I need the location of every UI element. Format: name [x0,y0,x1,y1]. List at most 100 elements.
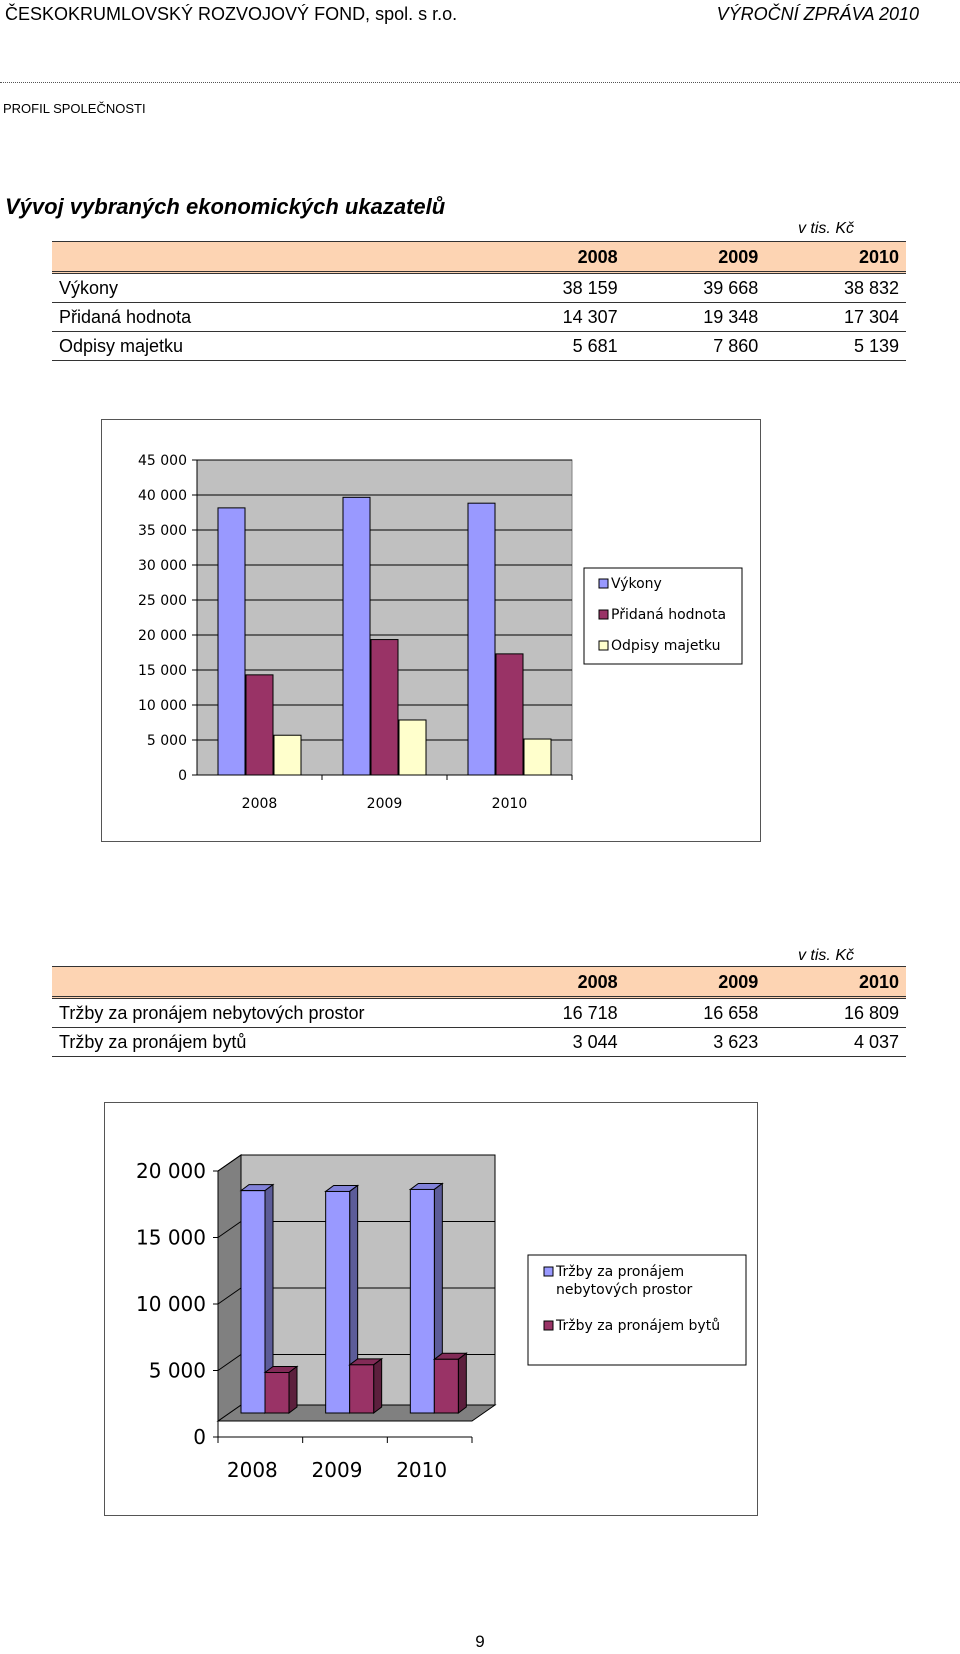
rent-revenue-table: 2008 2009 2010 Tržby za pronájem nebytov… [52,966,906,1057]
cell-value: 19 348 [624,302,766,332]
legend-label: Přidaná hodnota [611,607,726,623]
bar-side [457,1352,467,1414]
table-row: Odpisy majetku 5 681 7 860 5 139 [52,331,906,361]
cell-value: 14 307 [484,302,625,332]
bar-front [349,1364,375,1414]
x-tick-label: 2009 [367,796,403,812]
bar [245,674,274,776]
header-company: ČESKOKRUMLOVSKÝ ROZVOJOVÝ FOND, spol. s … [5,4,458,24]
y-tick-label: 10 000 [136,1292,206,1316]
bar [348,1357,384,1414]
bar [523,738,552,776]
table-header-row: 2008 2009 2010 [52,241,906,274]
page-number: 9 [475,1632,485,1651]
year-header: 2010 [765,966,906,999]
y-tick-label: 25 000 [138,593,187,609]
page-title: Vývoj vybraných ekonomických ukazatelů [5,194,446,219]
header-report-title: VÝROČNÍ ZPRÁVA 2010 [716,4,919,24]
bar-front [433,1358,459,1414]
bar-front [264,1372,290,1414]
bar [398,719,427,776]
legend-swatch [543,1266,554,1277]
bar-side [288,1365,298,1414]
bar [324,1184,360,1414]
bar [408,1182,444,1414]
legend-label: Tržby za pronájem bytů [555,1318,720,1334]
x-tick-label: 2009 [312,1458,363,1482]
bar [467,502,496,776]
plot-side-wall [217,1154,242,1422]
legend-label-line: nebytových prostor [556,1282,693,1298]
bar [370,639,399,776]
table-row: Výkony 38 159 39 668 38 832 [52,272,906,303]
cell-value: 16 718 [484,997,625,1028]
year-header: 2009 [624,966,766,999]
table-row: Přidaná hodnota 14 307 19 348 17 304 [52,302,906,332]
bar [495,653,524,776]
row-label: Tržby za pronájem nebytových prostor [52,997,484,1028]
cell-value: 16 809 [765,997,906,1028]
legend-label: Výkony [611,576,662,592]
y-tick-label: 0 [178,768,187,784]
bar-front [240,1190,266,1414]
bar [263,1365,299,1414]
header-divider [0,82,960,83]
rent-revenue-chart-svg: 0 5 000 10 000 15 000 20 000 2008 2009 2010 Tržb… [136,1154,747,1482]
table-row: Tržby za pronájem nebytových prostor 16 … [52,997,906,1028]
table-header-row: 2008 2009 2010 [52,966,906,999]
legend-swatch [543,1320,554,1331]
y-tick-label: 5 000 [147,733,187,749]
x-tick-label: 2008 [242,796,278,812]
year-header: 2008 [484,966,625,999]
cell-value: 4 037 [765,1027,906,1057]
section-label: PROFIL SPOLEČNOSTI [3,101,146,116]
row-label: Výkony [52,272,484,303]
y-tick-label: 20 000 [138,628,187,644]
row-label: Tržby za pronájem bytů [52,1027,484,1057]
y-tick-label: 30 000 [138,558,187,574]
y-tick-label: 15 000 [138,663,187,679]
cell-value: 5 139 [765,331,906,361]
indicators-table: 2008 2009 2010 Výkony 38 159 39 668 38 8… [52,241,906,361]
cell-value: 3 044 [484,1027,625,1057]
bar [273,734,302,776]
indicators-chart: 0 5 000 10 000 15 000 20 000 25 000 30 000 35 0… [101,419,761,842]
y-tick-label: 20 000 [136,1159,206,1183]
x-tick-label: 2008 [227,1458,278,1482]
x-tick-label: 2010 [492,796,528,812]
legend-box [527,1254,747,1366]
y-tick-label: 40 000 [138,488,187,504]
cell-value: 5 681 [484,331,625,361]
legend-label-line: Tržby za pronájem bytů [555,1318,720,1334]
cell-value: 38 832 [765,272,906,303]
bar-front [409,1188,435,1414]
bar [217,507,246,776]
legend-box [583,567,743,665]
legend-swatch [598,578,609,589]
table2-unit: v tis. Kč [797,947,854,964]
y-tick-label: 0 [193,1425,206,1449]
y-tick-label: 5 000 [149,1359,206,1383]
cell-value: 16 658 [624,997,766,1028]
legend-label: Tržby za pronájem nebytových prostor [555,1264,693,1298]
bar [432,1352,468,1414]
y-tick-label: 45 000 [138,453,187,469]
y-tick-label: 10 000 [138,698,187,714]
row-label: Přidaná hodnota [52,302,484,332]
table1-unit: v tis. Kč [797,220,854,237]
legend-swatch [598,640,609,651]
cell-value: 39 668 [624,272,766,303]
y-tick-label: 15 000 [136,1226,206,1250]
cell-value: 38 159 [484,272,625,303]
bar-side [373,1357,383,1414]
bar-front [325,1190,351,1414]
legend-label: Odpisy majetku [611,638,720,654]
year-header: 2008 [484,241,625,274]
legend-label-line: Tržby za pronájem [555,1264,684,1280]
x-tick-label: 2010 [396,1458,447,1482]
bar [342,496,371,776]
bar [239,1183,275,1414]
cell-value: 3 623 [624,1027,766,1057]
cell-value: 17 304 [765,302,906,332]
table-row: Tržby za pronájem bytů 3 044 3 623 4 037 [52,1027,906,1057]
